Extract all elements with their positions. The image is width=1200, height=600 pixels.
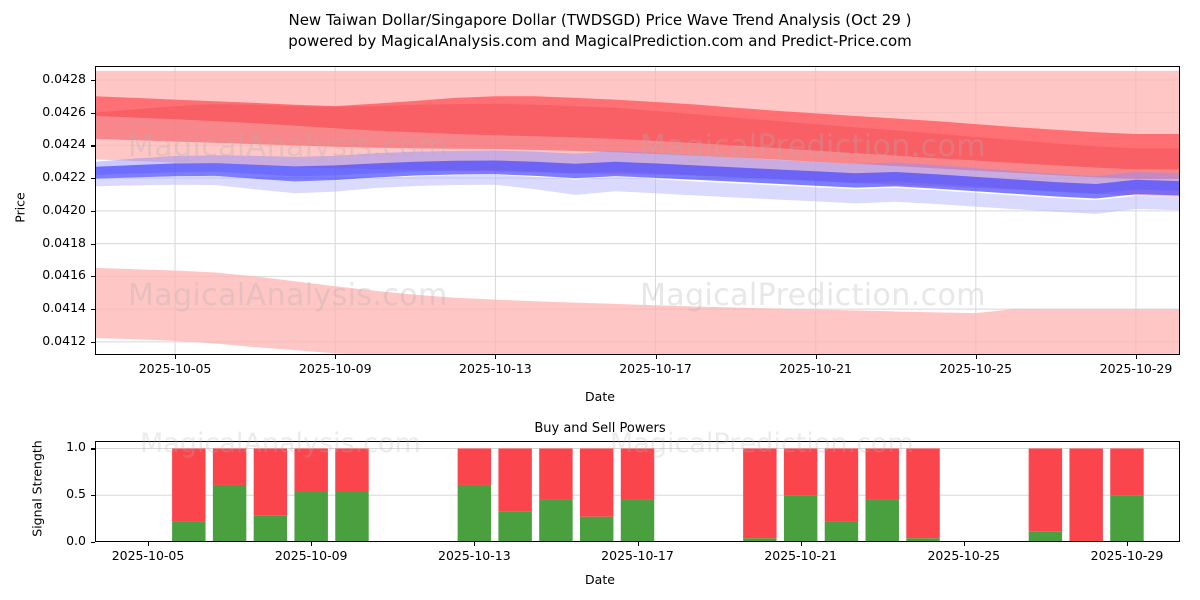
signal-xtick-label: 2025-10-29 <box>1090 548 1164 563</box>
price-xtick-mark <box>815 355 817 359</box>
stacked-bar <box>294 448 328 542</box>
price-chart-plot <box>95 66 1180 355</box>
price-xtick-mark <box>335 355 337 359</box>
signal-ytick-label: 1.0 <box>66 439 86 455</box>
stacked-bar <box>865 448 899 542</box>
signal-xtick-label: 2025-10-25 <box>927 548 1001 563</box>
price-xtick-mark <box>975 355 977 359</box>
buy-sell-chart-plot <box>95 447 1180 542</box>
stacked-bar <box>1069 448 1103 542</box>
signal-xtick-mark <box>637 542 639 546</box>
signal-ytick-mark <box>91 542 95 544</box>
stacked-bar <box>253 448 288 542</box>
price-chart-xaxis-label: Date <box>585 389 615 404</box>
signal-xtick-mark <box>148 542 150 546</box>
price-ytick-mark <box>91 309 95 311</box>
price-xtick-label: 2025-10-05 <box>138 361 212 376</box>
price-xtick-label: 2025-10-13 <box>459 361 532 376</box>
buy-sell-chart-axes <box>95 441 1180 542</box>
stacked-bar <box>906 448 940 542</box>
price-xtick-mark <box>655 355 657 359</box>
price-ytick-mark <box>91 112 95 114</box>
price-xtick-label: 2025-10-29 <box>1099 361 1173 376</box>
price-ytick-label: 0.0416 <box>42 267 86 283</box>
signal-xtick-mark <box>474 542 476 546</box>
signal-ytick-mark <box>91 448 95 450</box>
stacked-bar <box>783 448 818 542</box>
price-ytick-mark <box>91 145 95 147</box>
signal-xtick-label: 2025-10-21 <box>764 548 837 563</box>
signal-ytick-mark <box>91 495 95 497</box>
stacked-bar <box>457 448 492 542</box>
price-ytick-label: 0.0428 <box>42 70 86 86</box>
title-line-1: New Taiwan Dollar/Singapore Dollar (TWDS… <box>288 11 912 29</box>
signal-xtick-label: 2025-10-13 <box>438 548 511 563</box>
stacked-bar <box>1110 448 1144 542</box>
price-ytick-mark <box>91 79 95 81</box>
signal-xtick-mark <box>800 542 802 546</box>
stacked-bar <box>1028 448 1063 542</box>
price-xtick-label: 2025-10-21 <box>779 361 852 376</box>
price-xtick-label: 2025-10-17 <box>619 361 692 376</box>
price-ytick-label: 0.0412 <box>42 332 86 348</box>
price-axis-label: Price <box>12 192 28 223</box>
stacked-bar <box>212 448 247 542</box>
price-xtick-label: 2025-10-09 <box>298 361 372 376</box>
price-ytick-label: 0.0414 <box>42 300 86 316</box>
price-ytick-label: 0.0418 <box>42 234 86 250</box>
price-ytick-label: 0.0426 <box>42 103 86 119</box>
price-xtick-label: 2025-10-25 <box>939 361 1013 376</box>
stacked-bar <box>579 448 614 542</box>
signal-xtick-label: 2025-10-17 <box>601 548 674 563</box>
signal-xtick-mark <box>1126 542 1129 546</box>
title-line-2: powered by MagicalAnalysis.com and Magic… <box>288 32 912 50</box>
signal-xtick-mark <box>963 542 965 546</box>
signal-xtick-label: 2025-10-09 <box>274 548 348 563</box>
stacked-bar <box>743 448 777 542</box>
stacked-bar <box>335 448 369 542</box>
stacked-bar <box>824 448 859 542</box>
stacked-bar <box>539 448 573 542</box>
price-ytick-mark <box>91 210 95 212</box>
price-ytick-label: 0.0424 <box>42 136 86 152</box>
price-chart-axes <box>95 66 1180 355</box>
stacked-bar <box>620 448 655 542</box>
price-ytick-label: 0.0420 <box>42 201 86 217</box>
price-xtick-mark <box>175 355 177 359</box>
price-ytick-mark <box>91 341 95 343</box>
price-ytick-mark <box>91 276 95 278</box>
price-xtick-mark <box>1135 355 1138 359</box>
price-ytick-mark <box>91 243 95 245</box>
page-title: New Taiwan Dollar/Singapore Dollar (TWDS… <box>0 10 1200 52</box>
signal-strength-axis-label: Signal Strength <box>29 440 45 537</box>
price-ytick-mark <box>91 178 95 180</box>
stacked-bar <box>172 448 206 542</box>
buy-sell-chart-xaxis-label: Date <box>585 572 615 587</box>
signal-xtick-label: 2025-10-05 <box>111 548 185 563</box>
signal-ytick-label: 0.0 <box>66 533 86 548</box>
buy-sell-chart-title: Buy and Sell Powers <box>534 421 666 436</box>
signal-ytick-label: 0.5 <box>66 486 86 502</box>
stacked-bar <box>498 448 532 542</box>
price-xtick-mark <box>495 355 497 359</box>
signal-xtick-mark <box>311 542 313 546</box>
price-ytick-label: 0.0422 <box>42 169 86 185</box>
